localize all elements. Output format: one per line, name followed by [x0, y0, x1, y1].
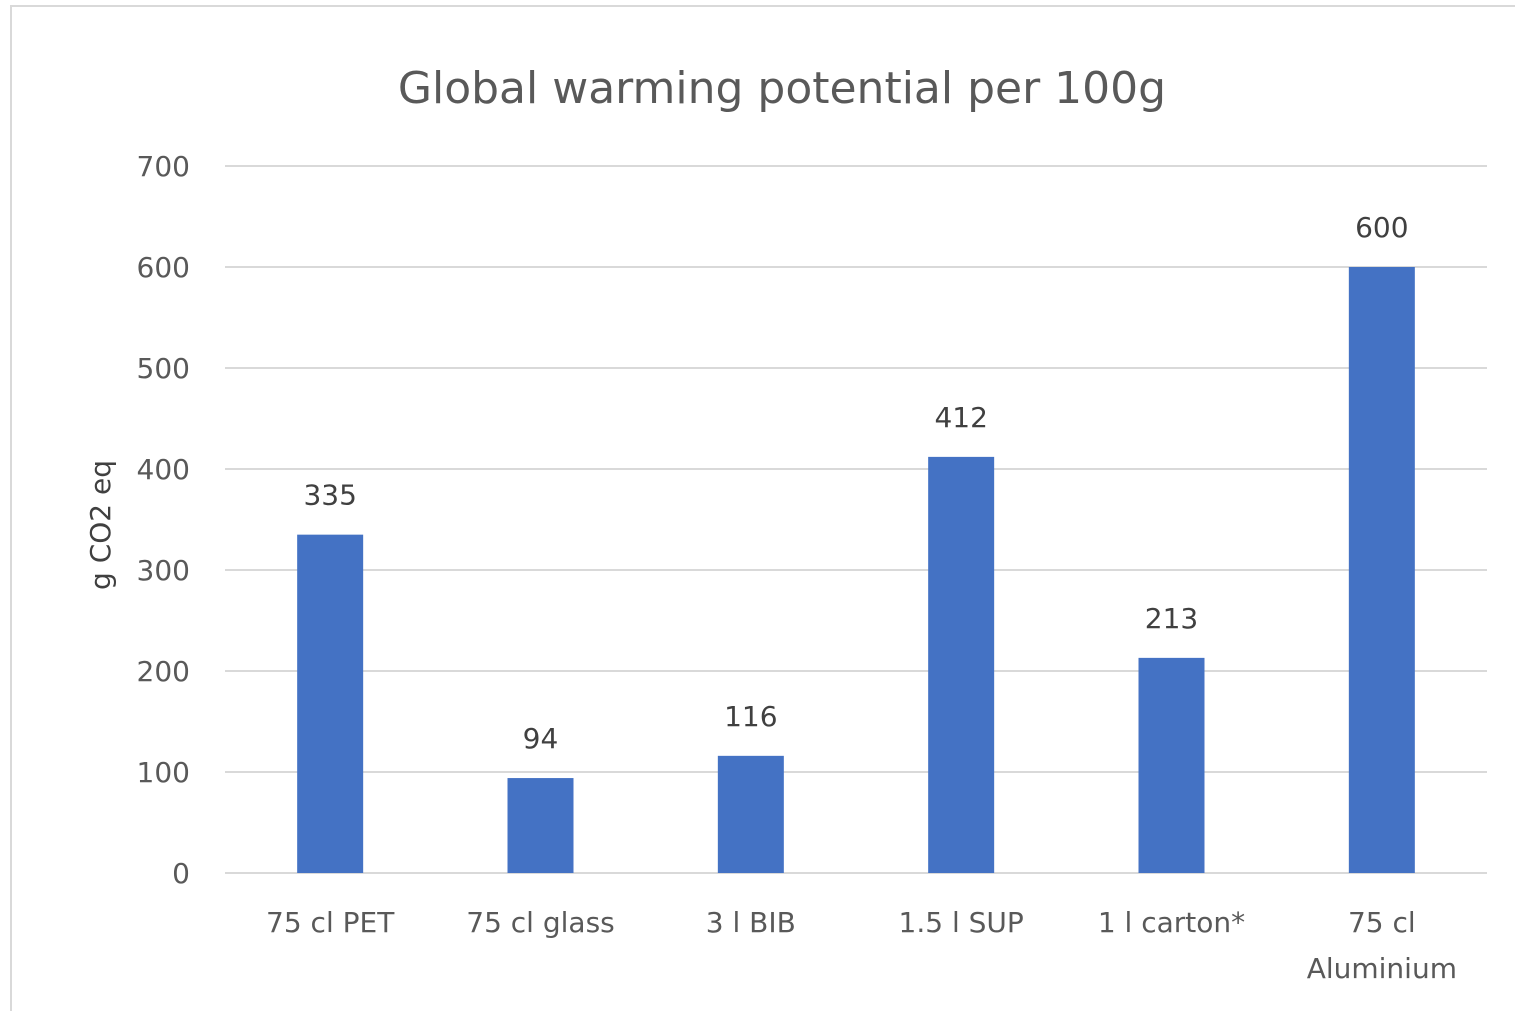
bars — [297, 267, 1415, 873]
chart-title: Global warming potential per 100g — [398, 63, 1166, 114]
y-tick-label: 500 — [137, 352, 190, 385]
y-tick-labels: 0 100 200 300 400 500 600 700 — [137, 150, 190, 890]
bar — [1138, 657, 1205, 873]
y-tick-label: 600 — [137, 251, 190, 284]
data-label: 600 — [1355, 211, 1408, 244]
y-tick-label: 300 — [137, 554, 190, 587]
bar-chart: Global warming potential per 100g g CO2 … — [84, 63, 1487, 985]
y-tick-label: 100 — [137, 756, 190, 789]
bar — [297, 534, 364, 873]
x-tick-label: 75 cl PET — [266, 906, 395, 939]
y-tick-label: 0 — [172, 857, 190, 890]
bar — [717, 755, 784, 873]
x-tick-label: 3 l BIB — [706, 906, 796, 939]
data-label: 335 — [303, 479, 356, 512]
y-tick-label: 700 — [137, 150, 190, 183]
data-label: 116 — [724, 700, 777, 733]
x-tick-label: 75 cl glass — [466, 906, 615, 939]
x-tick-labels: 75 cl PET 75 cl glass 3 l BIB 1.5 l SUP 1 l … — [266, 906, 1457, 985]
chart-frame: Global warming potential per 100g g CO2 … — [10, 5, 1515, 1011]
y-axis-label: g CO2 eq — [84, 460, 117, 590]
x-tick-label: 1 l carton* — [1098, 906, 1245, 939]
bar — [928, 456, 995, 873]
data-label: 213 — [1145, 602, 1198, 635]
bar — [507, 778, 574, 873]
y-tick-label: 400 — [137, 453, 190, 486]
data-label: 94 — [523, 722, 559, 755]
x-tick-label: Aluminium — [1307, 952, 1457, 985]
x-tick-label: 1.5 l SUP — [899, 906, 1024, 939]
data-label: 412 — [934, 401, 987, 434]
bar — [1348, 267, 1415, 873]
y-tick-label: 200 — [137, 655, 190, 688]
x-tick-label: 75 cl — [1348, 906, 1416, 939]
gridlines — [225, 165, 1487, 874]
data-labels: 335 94 116 412 213 600 — [303, 211, 1408, 755]
